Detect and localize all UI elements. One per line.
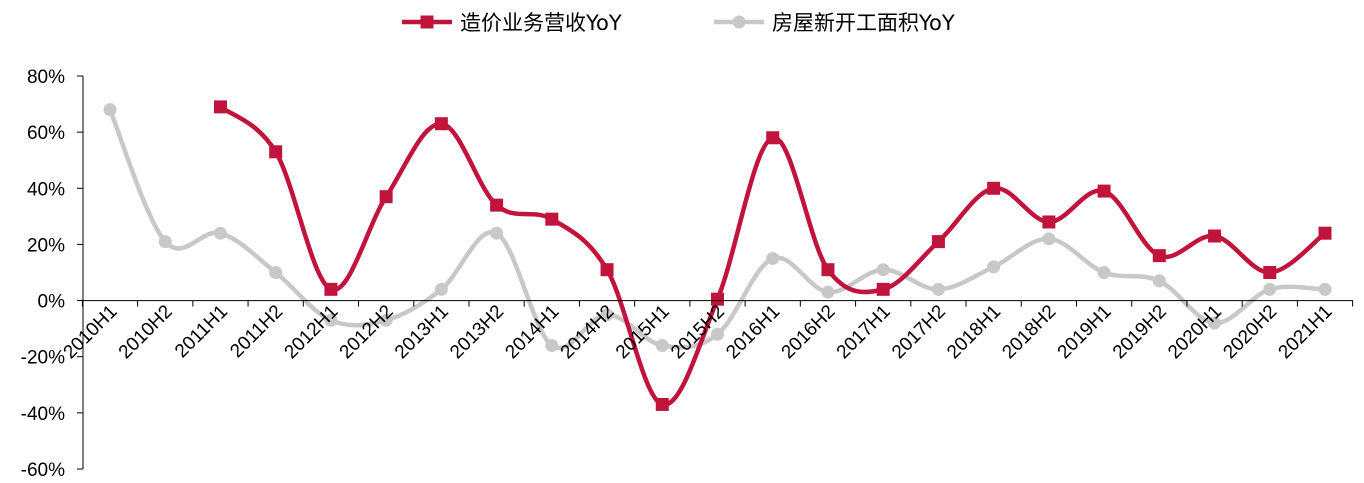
data-point-housing — [931, 282, 945, 296]
data-point-revenue — [931, 235, 945, 249]
data-point-housing — [600, 308, 614, 322]
data-point-housing — [324, 313, 338, 327]
data-point-revenue — [600, 263, 614, 277]
x-tick-label: 2013H1 — [391, 301, 453, 363]
data-point-housing — [158, 235, 172, 249]
legend-label-housing: 房屋新开工面积YoY — [772, 11, 955, 35]
data-point-housing — [1318, 282, 1332, 296]
y-axis: -60% -40% -20% 0% 20% 40% 60% 80% — [21, 67, 84, 481]
x-tick-label: 2014H2 — [557, 301, 619, 363]
series-layer — [103, 100, 1332, 411]
y-tick-label: -60% — [21, 460, 65, 481]
data-point-revenue — [213, 100, 227, 114]
legend-marker-housing — [732, 15, 746, 29]
data-point-revenue — [545, 212, 559, 226]
data-point-housing — [821, 285, 835, 299]
data-point-housing — [103, 103, 117, 117]
data-point-revenue — [1042, 215, 1056, 229]
data-point-revenue — [655, 397, 669, 411]
x-tick-label: 2012H2 — [336, 301, 398, 363]
data-point-revenue — [434, 117, 448, 131]
data-point-revenue — [987, 181, 1001, 195]
x-tick-label: 2016H1 — [722, 301, 784, 363]
x-tick-label: 2010H1 — [60, 301, 122, 363]
x-tick-label: 2017H1 — [833, 301, 895, 363]
data-point-revenue — [379, 190, 393, 204]
y-tick-label: -40% — [21, 404, 65, 425]
data-point-housing — [213, 226, 227, 240]
x-tick-label: 2011H2 — [226, 301, 287, 362]
data-point-revenue — [876, 282, 890, 296]
data-point-revenue — [1152, 249, 1166, 263]
data-point-revenue — [1097, 184, 1111, 198]
x-tick-label: 2013H2 — [446, 301, 508, 363]
data-point-housing — [876, 263, 890, 277]
y-tick-label: 60% — [27, 123, 65, 144]
legend: 造价业务营收YoY 房屋新开工面积YoY — [402, 11, 955, 35]
data-point-housing — [766, 251, 780, 265]
y-tick-label: 0% — [38, 292, 66, 313]
data-point-housing — [655, 338, 669, 352]
data-point-revenue — [1208, 229, 1222, 243]
y-tick-label: -20% — [21, 348, 65, 369]
x-tick-label: 2021H1 — [1275, 301, 1337, 363]
x-tick-label: 2018H1 — [943, 301, 1005, 363]
data-point-housing — [1208, 316, 1222, 330]
data-point-revenue — [490, 198, 504, 212]
data-point-revenue — [324, 282, 338, 296]
data-point-housing — [987, 260, 1001, 274]
data-point-revenue — [1318, 226, 1332, 240]
data-point-housing — [545, 338, 559, 352]
y-tick-label: 40% — [27, 179, 65, 200]
data-point-housing — [269, 266, 283, 279]
y-tick-label: 80% — [27, 67, 65, 88]
x-tick-label: 2019H2 — [1109, 301, 1171, 363]
x-tick-label: 2020H2 — [1219, 301, 1281, 363]
data-point-housing — [1152, 274, 1166, 288]
data-point-housing — [1097, 266, 1111, 279]
data-point-housing — [490, 226, 504, 240]
data-point-housing — [1263, 282, 1277, 296]
x-tick-label: 2016H2 — [778, 301, 840, 363]
data-point-revenue — [269, 145, 283, 159]
data-point-housing — [711, 327, 724, 341]
data-point-housing — [379, 313, 393, 327]
data-point-revenue — [711, 292, 724, 306]
x-axis: 2010H12010H22011H12011H22012H12012H22013… — [60, 300, 1354, 363]
x-tick-label: 2017H2 — [888, 301, 950, 363]
x-tick-label: 2010H2 — [115, 301, 177, 363]
data-point-revenue — [821, 263, 835, 277]
data-point-revenue — [766, 131, 780, 145]
x-tick-label: 2019H1 — [1054, 301, 1116, 363]
x-tick-label: 2012H1 — [281, 301, 343, 363]
data-point-revenue — [1263, 266, 1277, 279]
x-tick-label: 2011H1 — [171, 301, 232, 362]
data-point-housing — [1042, 232, 1056, 246]
y-tick-label: 20% — [27, 235, 65, 256]
legend-marker-revenue — [420, 15, 434, 29]
data-point-housing — [434, 282, 448, 296]
legend-label-revenue: 造价业务营收YoY — [460, 11, 622, 35]
x-tick-label: 2018H2 — [998, 301, 1060, 363]
